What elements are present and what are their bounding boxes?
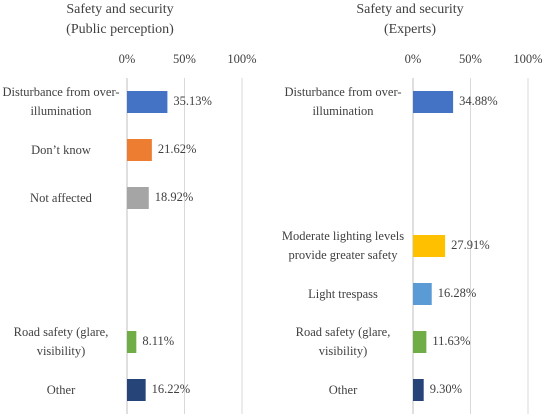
bar	[127, 379, 146, 401]
bar	[413, 91, 454, 113]
category-label: Road safety (glare, visibility)	[295, 325, 391, 358]
category-label-text: Road safety (glare, visibility)	[295, 325, 391, 358]
chart-title: Safety and security	[66, 2, 173, 17]
value-label: 18.92%	[155, 190, 194, 204]
category-label: Light trespass	[308, 286, 378, 301]
category-label: Other	[328, 382, 358, 397]
bar	[127, 91, 168, 113]
category-label: Disturbance from over-illumination	[284, 85, 402, 118]
value-label: 27.91%	[451, 238, 490, 252]
x-tick-label: 0%	[119, 52, 136, 66]
bar	[413, 331, 427, 353]
x-tick-label: 50%	[173, 52, 196, 66]
chart-subtitle: (Experts)	[384, 22, 436, 37]
x-tick-label: 100%	[227, 52, 256, 66]
value-label: 9.30%	[430, 382, 462, 396]
category-label-text: Other	[328, 382, 358, 397]
bar	[413, 283, 432, 305]
category-label-text: Moderate lighting levels provide greater…	[281, 229, 405, 262]
category-label: Not affected	[30, 190, 92, 205]
value-label: 16.28%	[438, 286, 477, 300]
bar	[127, 139, 152, 161]
category-label-text: Light trespass	[308, 286, 378, 301]
bar	[413, 235, 446, 257]
category-label: Don’t know	[31, 142, 91, 157]
category-label-text: Disturbance from over-illumination	[2, 85, 120, 118]
category-label: Disturbance from over-illumination	[2, 85, 120, 118]
chart-subtitle: (Public perception)	[66, 22, 174, 37]
bar	[413, 379, 424, 401]
x-tick-label: 100%	[513, 52, 542, 66]
bar	[127, 187, 149, 209]
category-label-text: Other	[46, 382, 76, 397]
category-label: Road safety (glare, visibility)	[13, 325, 109, 358]
value-label: 11.63%	[432, 334, 470, 348]
chart-title: Safety and security	[356, 2, 463, 17]
category-label-text: Not affected	[30, 190, 92, 205]
value-label: 16.22%	[152, 382, 191, 396]
value-label: 35.13%	[173, 94, 212, 108]
category-label: Moderate lighting levels provide greater…	[281, 229, 405, 262]
value-label: 8.11%	[142, 334, 174, 348]
x-tick-label: 50%	[459, 52, 482, 66]
category-label: Other	[46, 382, 76, 397]
category-label-text: Disturbance from over-illumination	[284, 85, 402, 118]
value-label: 34.88%	[459, 94, 498, 108]
x-tick-label: 0%	[405, 52, 422, 66]
value-label: 21.62%	[158, 142, 197, 156]
bar	[127, 331, 137, 353]
category-label-text: Road safety (glare, visibility)	[13, 325, 109, 358]
category-label-text: Don’t know	[31, 142, 91, 157]
